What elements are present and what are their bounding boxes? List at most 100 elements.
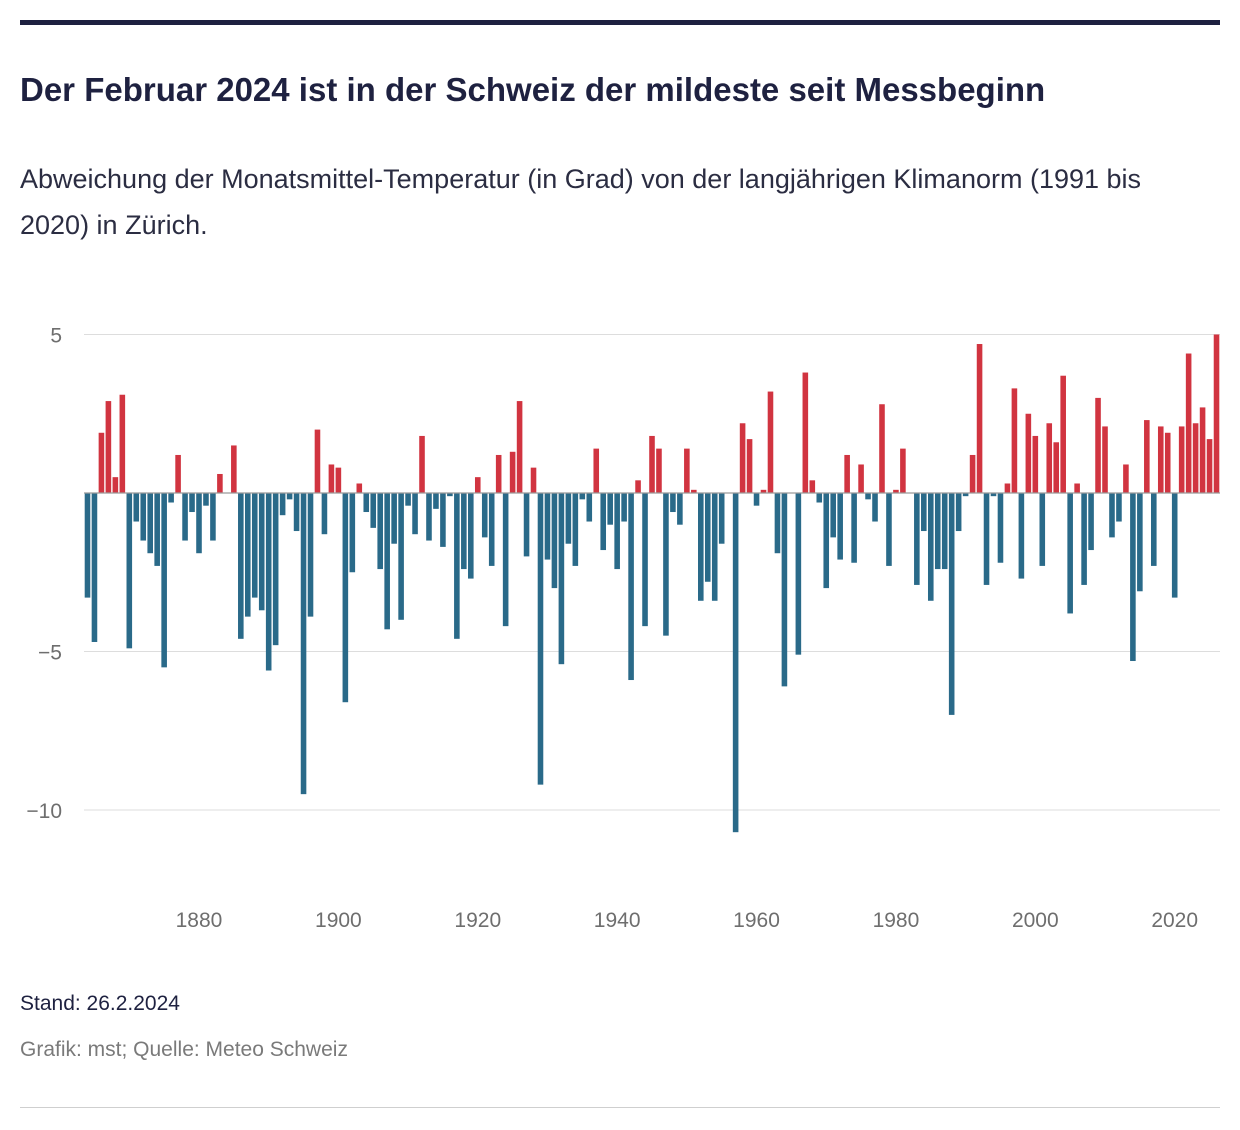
bar-1903 xyxy=(356,483,363,493)
bar-2002 xyxy=(1046,423,1053,493)
bar-1920 xyxy=(474,477,481,493)
bar-1881 xyxy=(203,493,209,506)
source-credit: Grafik: mst; Quelle: Meteo Schweiz xyxy=(20,1038,348,1061)
bar-1949 xyxy=(677,493,683,525)
bar-2013 xyxy=(1123,464,1129,493)
bar-1925 xyxy=(509,451,516,493)
bar-1997 xyxy=(1011,388,1018,493)
bar-1952 xyxy=(698,493,704,601)
bar-1958 xyxy=(739,423,746,493)
x-tick-label: 1940 xyxy=(594,909,641,932)
bar-1878 xyxy=(182,493,188,541)
bar-1910 xyxy=(405,493,411,506)
bar-1932 xyxy=(558,493,565,665)
bar-1912 xyxy=(419,435,425,493)
x-tick-label: 1880 xyxy=(176,909,223,932)
bar-2024 xyxy=(1199,407,1206,493)
bars xyxy=(84,334,1220,833)
bar-1988 xyxy=(948,493,955,715)
bar-1983 xyxy=(914,493,920,585)
bar-1866 xyxy=(98,432,105,493)
bar-1913 xyxy=(426,493,432,541)
bar-1963 xyxy=(774,493,781,554)
bar-2026 xyxy=(1213,334,1220,493)
bar-1908 xyxy=(391,493,397,544)
chart-title: Der Februar 2024 ist in der Schweiz der … xyxy=(20,71,1046,108)
x-tick-label: 1980 xyxy=(873,909,920,932)
bar-1905 xyxy=(370,493,377,528)
bar-1976 xyxy=(865,493,871,500)
y-tick-label: −10 xyxy=(26,800,62,823)
bar-1874 xyxy=(154,493,160,566)
bar-2021 xyxy=(1178,426,1185,493)
bar-1865 xyxy=(91,493,98,642)
bar-1897 xyxy=(314,429,321,493)
bar-1917 xyxy=(454,493,460,639)
bar-1948 xyxy=(670,493,676,513)
bar-1942 xyxy=(628,493,634,681)
bar-2000 xyxy=(1032,435,1039,493)
bar-2008 xyxy=(1088,493,1094,551)
bar-1971 xyxy=(830,493,836,538)
bar-1972 xyxy=(837,493,843,560)
bar-1960 xyxy=(753,493,760,506)
y-tick-label: 5 xyxy=(50,325,62,348)
bar-2010 xyxy=(1102,426,1108,493)
bar-1911 xyxy=(412,493,418,535)
bar-1981 xyxy=(900,448,906,493)
bar-1896 xyxy=(307,493,314,617)
bar-1926 xyxy=(516,401,523,493)
bar-1969 xyxy=(816,493,823,503)
bar-1883 xyxy=(217,473,223,493)
bar-1951 xyxy=(691,489,697,493)
bar-1902 xyxy=(349,493,356,573)
bar-1901 xyxy=(342,493,349,703)
bar-1880 xyxy=(196,493,202,554)
bar-1995 xyxy=(997,493,1004,563)
bar-1987 xyxy=(941,493,948,570)
bar-1940 xyxy=(614,493,620,570)
bar-2023 xyxy=(1192,423,1199,493)
bar-1890 xyxy=(265,493,272,671)
bar-1918 xyxy=(461,493,467,570)
bar-2025 xyxy=(1206,439,1213,493)
bar-1872 xyxy=(140,493,147,541)
bar-1888 xyxy=(251,493,258,598)
bar-1868 xyxy=(112,477,119,493)
bar-2001 xyxy=(1039,493,1046,566)
bar-1914 xyxy=(433,493,439,509)
bar-1970 xyxy=(823,493,830,589)
bar-1967 xyxy=(802,372,809,493)
bar-1984 xyxy=(921,493,927,532)
bar-1919 xyxy=(468,493,474,579)
bar-1893 xyxy=(286,493,293,500)
bar-1871 xyxy=(133,493,140,522)
bar-1877 xyxy=(175,454,181,493)
bar-2014 xyxy=(1130,493,1136,662)
bar-1998 xyxy=(1018,493,1025,579)
bar-1864 xyxy=(84,493,91,598)
bar-1869 xyxy=(119,394,126,493)
x-axis-tick-labels: 1880 1900 1920 1940 1960 1980 2000 2020 xyxy=(176,909,1198,932)
bar-1894 xyxy=(293,493,300,532)
y-axis-tick-labels: 5 −5 −10 xyxy=(26,325,62,824)
bar-1927 xyxy=(523,493,530,557)
bar-1892 xyxy=(279,493,286,516)
bar-1899 xyxy=(328,464,335,493)
bar-2020 xyxy=(1171,493,1178,598)
y-tick-label: −5 xyxy=(38,642,62,665)
bar-1954 xyxy=(711,493,718,601)
bar-1993 xyxy=(983,493,990,585)
bar-1879 xyxy=(189,493,195,513)
bar-1907 xyxy=(384,493,390,630)
bar-1974 xyxy=(851,493,857,563)
bar-2004 xyxy=(1060,375,1066,493)
bar-1891 xyxy=(272,493,279,646)
stand-date: Stand: 26.2.2024 xyxy=(20,992,180,1015)
x-tick-label: 2000 xyxy=(1012,909,1059,932)
bar-1946 xyxy=(656,448,662,493)
bar-1929 xyxy=(537,493,544,785)
bar-1876 xyxy=(168,493,174,503)
bar-1985 xyxy=(927,493,934,601)
bar-1935 xyxy=(579,493,586,500)
